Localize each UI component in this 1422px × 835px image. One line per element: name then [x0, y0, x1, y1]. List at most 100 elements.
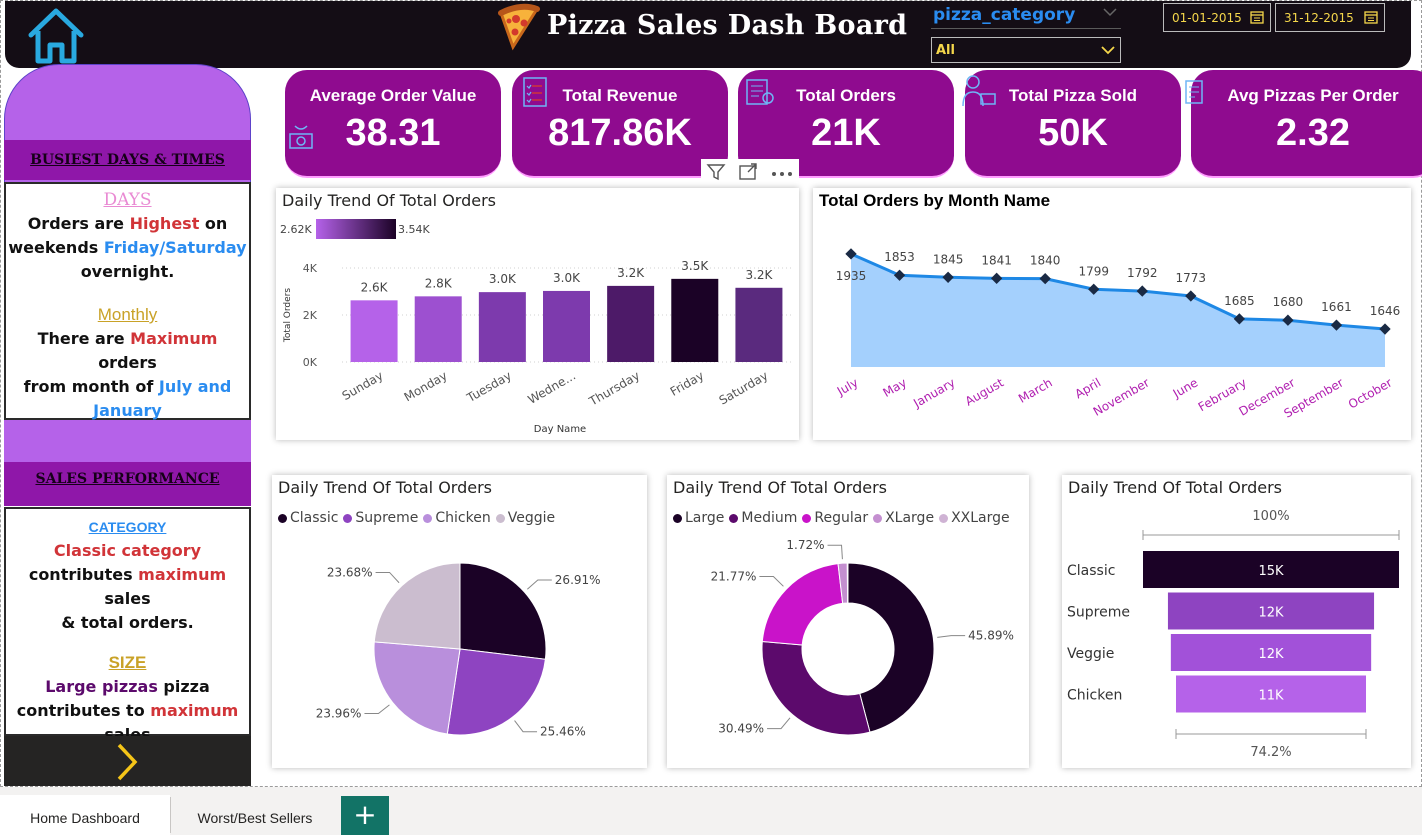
funnel-data-label: 11K [1258, 689, 1284, 704]
next-page-button[interactable] [4, 736, 251, 786]
pie-slice [373, 641, 461, 735]
legend-dot [802, 513, 812, 523]
point-data-label: 1840 [1030, 254, 1061, 268]
add-page-button[interactable]: + [341, 796, 389, 835]
orders-by-month-area-chart[interactable]: Total Orders by Month Name 1935 July 1853 M… [813, 188, 1411, 440]
funnel-data-label: 15K [1258, 564, 1284, 579]
funnel-data-label: 12K [1258, 647, 1284, 662]
bar-data-label: 3.2K [617, 266, 645, 280]
x-tick-label: Wedne... [525, 368, 578, 406]
size-donut-chart[interactable]: Daily Trend Of Total Orders Large Medium R… [667, 475, 1029, 768]
x-axis-label: Day Name [534, 424, 586, 435]
legend-item[interactable]: Large [673, 510, 724, 526]
date-start-input[interactable]: 01-01-2015 [1163, 3, 1271, 32]
leader-line [767, 717, 791, 730]
calendar-icon[interactable] [1364, 10, 1378, 24]
legend-item[interactable]: Veggie [495, 510, 555, 526]
x-tick-label: July [834, 375, 861, 398]
legend-dot [939, 513, 949, 523]
legend-item[interactable]: Chicken [423, 510, 491, 526]
pie-legend: Classic Supreme Chicken Veggie [278, 510, 560, 527]
category-text-line: & total orders. [61, 613, 194, 632]
kpi-value: 21K [811, 112, 881, 154]
point-data-label: 1773 [1176, 271, 1207, 285]
legend-item[interactable]: XLarge [873, 510, 934, 526]
pie-slice [373, 562, 461, 650]
bar [607, 285, 655, 362]
funnel-top-label: 100% [1252, 509, 1289, 524]
pizza-icon [498, 3, 540, 51]
daily-trend-bar-chart[interactable]: Daily Trend Of Total Orders 2.62K 3.54K 0K… [276, 188, 799, 440]
filter-icon[interactable] [705, 161, 727, 183]
kpi-card-total-revenue[interactable]: Total Revenue 817.86K [512, 70, 728, 178]
point-data-label: 1646 [1370, 304, 1401, 318]
legend-item[interactable]: XXLarge [939, 510, 1010, 526]
leader-line [527, 579, 552, 590]
chevron-down-icon[interactable] [1103, 7, 1117, 17]
order-list-icon [746, 79, 774, 105]
slice-data-label: 25.46% [540, 725, 586, 739]
monthly-heading: Monthly [97, 305, 158, 324]
chart-title: Daily Trend Of Total Orders [278, 478, 493, 497]
kpi-card-avg-pizzas-per-order[interactable]: Avg Pizzas Per Order 2.32 [1185, 70, 1422, 178]
x-tick-label: Thursday [586, 368, 642, 409]
tab-home-dashboard[interactable]: Home Dashboard [0, 795, 170, 835]
color-scale-bar [316, 219, 396, 239]
legend-item[interactable]: Supreme [343, 510, 418, 526]
monthly-text-line: January [93, 401, 162, 420]
tab-worst-best-sellers[interactable]: Worst/Best Sellers [197, 810, 313, 826]
bar [671, 278, 719, 362]
size-text-line: contributes to maximum [16, 701, 239, 720]
category-funnel-chart[interactable]: Daily Trend Of Total Orders 100% 15K Class… [1062, 475, 1411, 768]
legend-item[interactable]: Medium [729, 510, 797, 526]
x-tick-label: Sunday [340, 368, 386, 403]
pie-slice [446, 648, 546, 736]
category-slicer-dropdown[interactable]: All [931, 37, 1121, 63]
kpi-value: 38.31 [345, 112, 441, 154]
legend-dot [278, 513, 287, 523]
sales-performance-panel: CATEGORY Classic category contributes ma… [4, 507, 251, 744]
category-pie-chart[interactable]: Daily Trend Of Total Orders Classic Supre… [272, 475, 647, 768]
slicer-label: pizza_category [933, 5, 1076, 25]
kpi-card-total-pizza-sold[interactable]: Total Pizza Sold 50K [962, 70, 1181, 178]
point-data-label: 1685 [1224, 294, 1255, 308]
slicer-selected-value: All [936, 43, 955, 58]
slice-data-label: 30.49% [718, 722, 764, 736]
donut-chart-svg: 45.89% 30.49% 21.77% 1.72% [711, 538, 1014, 736]
more-options-icon[interactable] [769, 161, 795, 183]
legend-item[interactable]: Regular [802, 510, 868, 526]
data-point [1379, 323, 1391, 335]
calendar-icon[interactable] [1250, 10, 1264, 24]
funnel-bottom-label: 74.2% [1250, 745, 1291, 760]
slice-data-label: 21.77% [711, 570, 757, 584]
point-data-label: 1792 [1127, 266, 1158, 280]
bar [735, 287, 783, 362]
funnel-category-label: Veggie [1067, 646, 1114, 662]
receipt-icon [1185, 80, 1203, 104]
funnel-category-label: Chicken [1067, 688, 1122, 704]
chart-title: Daily Trend Of Total Orders [282, 191, 497, 210]
legend-dot [495, 513, 505, 523]
chart-title: Daily Trend Of Total Orders [1068, 478, 1283, 497]
legend-dot [343, 513, 353, 523]
size-text-line: Large pizzas pizza [45, 677, 210, 696]
bar-data-label: 3.0K [489, 272, 517, 286]
legend-item[interactable]: Classic [278, 510, 338, 526]
pie-slice [761, 641, 871, 736]
dashboard-title: Pizza Sales Dash Board [547, 9, 908, 41]
point-data-label: 1680 [1273, 295, 1304, 309]
date-end-input[interactable]: 31-12-2015 [1275, 3, 1385, 32]
tab-divider [170, 797, 171, 833]
kpi-card-avg-order-value[interactable]: Average Order Value 38.31 [285, 70, 501, 178]
leader-line [375, 571, 400, 584]
funnel-bar [1175, 675, 1367, 713]
x-tick-label: June [1170, 375, 1201, 401]
home-icon[interactable] [25, 3, 87, 65]
bar-data-label: 3.0K [553, 271, 581, 285]
point-data-label: 1845 [933, 252, 964, 266]
bar-data-label: 3.2K [745, 268, 773, 282]
focus-mode-icon[interactable] [737, 161, 759, 183]
kpi-value: 817.86K [548, 112, 692, 154]
kpi-label: Average Order Value [309, 86, 477, 105]
funnel-bar [1170, 634, 1372, 671]
